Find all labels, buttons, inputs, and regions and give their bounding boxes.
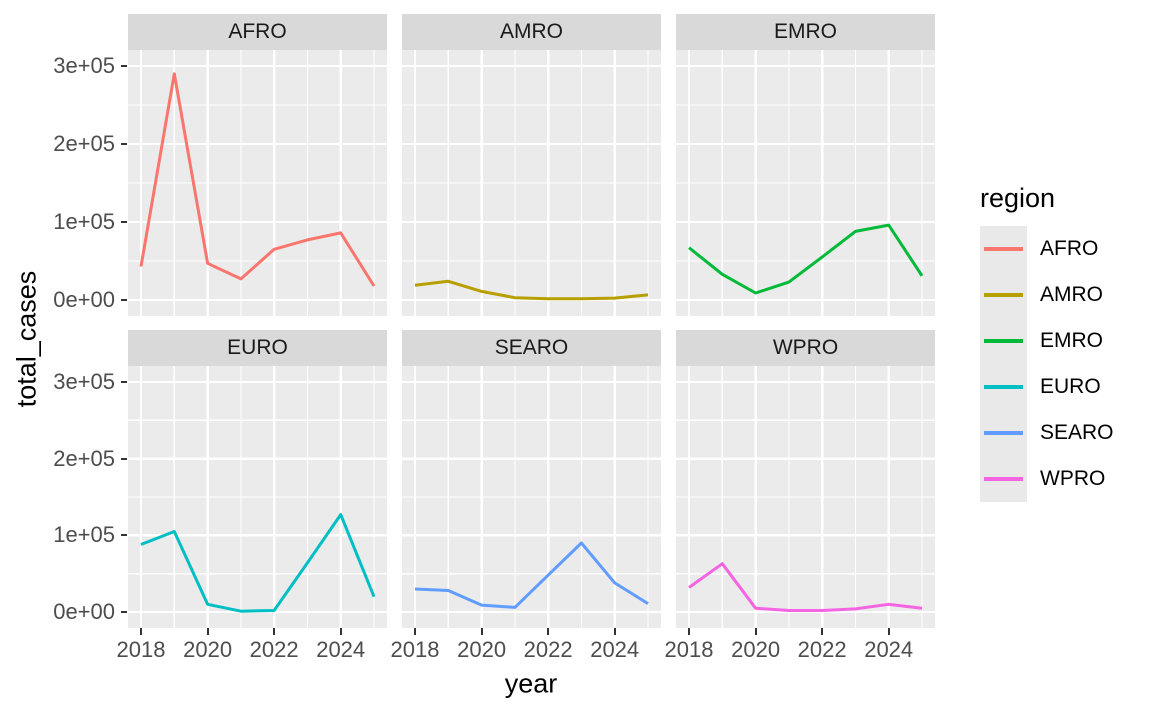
x-tick-mark [688,628,690,635]
data-line [688,562,923,612]
legend-swatch-amro [984,293,1023,297]
data-line [688,223,924,295]
data-line [139,72,376,287]
x-tick-mark [414,628,416,635]
facet-strip: WPRO [676,330,935,366]
x-tick-label: 2024 [590,637,640,662]
y-tick-mark [121,611,127,613]
facet-strip-label: EMRO [774,20,837,43]
facet-strip-label: AMRO [500,20,563,43]
facet-strip-label: EURO [227,336,288,359]
grid-lines [676,50,935,316]
x-tick-label: 2020 [731,637,781,662]
y-tick-label: 2e+05 [53,131,115,156]
facet-strip-label: SEARO [494,336,569,359]
y-tick-label: 0e+00 [53,287,115,312]
facet-panel [676,366,935,628]
x-tick-label: 2018 [390,637,440,662]
x-tick-label: 2022 [249,637,299,662]
x-tick-label: 2022 [523,637,573,662]
grid-lines [128,50,387,316]
x-tick-mark [140,628,142,635]
legend-label: SEARO [1040,421,1114,444]
legend-key [980,318,1027,364]
x-tick-mark [821,628,824,635]
facet-panel [128,366,387,628]
y-tick-label: 1e+05 [53,522,115,548]
x-tick-label: 2024 [316,637,366,662]
y-tick-mark [121,381,127,383]
facet-strip: AMRO [402,14,661,50]
y-tick-label: 3e+05 [53,53,115,78]
facet-strip: EURO [128,330,387,366]
x-tick-mark [754,628,757,635]
x-tick-mark [480,628,483,635]
y-tick-mark [121,534,127,537]
x-tick-mark [887,628,890,635]
facet-strip: SEARO [402,330,661,366]
facet-panel [402,366,661,628]
x-tick-mark [339,628,342,635]
x-tick-mark [547,628,550,635]
x-tick-mark [613,628,616,635]
x-tick-label: 2022 [797,637,847,662]
x-tick-label: 2018 [664,637,714,662]
facet-strip: EMRO [676,14,935,50]
x-tick-mark [206,628,209,635]
grid-lines [128,366,387,628]
x-tick-label: 2018 [116,637,166,662]
x-tick-label: 2024 [864,637,914,662]
facet-panel [676,50,935,316]
y-tick-label: 3e+05 [53,369,115,394]
grid-lines [402,366,661,628]
legend-swatch-searo [984,431,1023,435]
facet-strip-label: WPRO [772,336,839,359]
legend-key [980,272,1027,318]
y-tick-mark [121,299,127,301]
legend-swatch-wpro [984,477,1023,481]
legend-label: EURO [1040,375,1101,398]
grid-lines [402,50,661,316]
y-tick-mark [121,457,127,460]
facet-panel [402,50,661,316]
legend-swatch-afro [984,247,1023,251]
y-tick-label: 1e+05 [53,209,115,234]
y-tick-mark [121,65,127,67]
y-tick-mark [121,143,127,145]
grid-lines [676,366,935,628]
x-tick-label: 2020 [183,637,233,662]
legend-label: WPRO [1040,467,1106,490]
y-tick-label: 2e+05 [53,445,115,471]
legend-title: region [980,183,1056,213]
data-line [414,279,649,301]
legend-swatch-emro [984,339,1023,343]
x-tick-mark [273,628,276,635]
facet-strip: AFRO [128,14,387,50]
x-axis-title: year [504,668,558,699]
y-tick-label: 0e+00 [53,599,115,624]
legend-label: AMRO [1040,283,1103,306]
legend-label: EMRO [1040,329,1103,352]
legend-key [980,410,1027,456]
legend-swatch-euro [984,385,1023,389]
facet-strip-label: AFRO [228,20,287,43]
data-line [140,513,376,613]
legend-key [980,364,1027,410]
legend-key [980,456,1027,502]
legend-key [980,226,1027,272]
legend-label: AFRO [1040,237,1099,260]
y-tick-mark [121,221,127,223]
facet-panel [128,50,387,316]
data-line [414,541,649,609]
x-tick-label: 2020 [457,637,507,662]
